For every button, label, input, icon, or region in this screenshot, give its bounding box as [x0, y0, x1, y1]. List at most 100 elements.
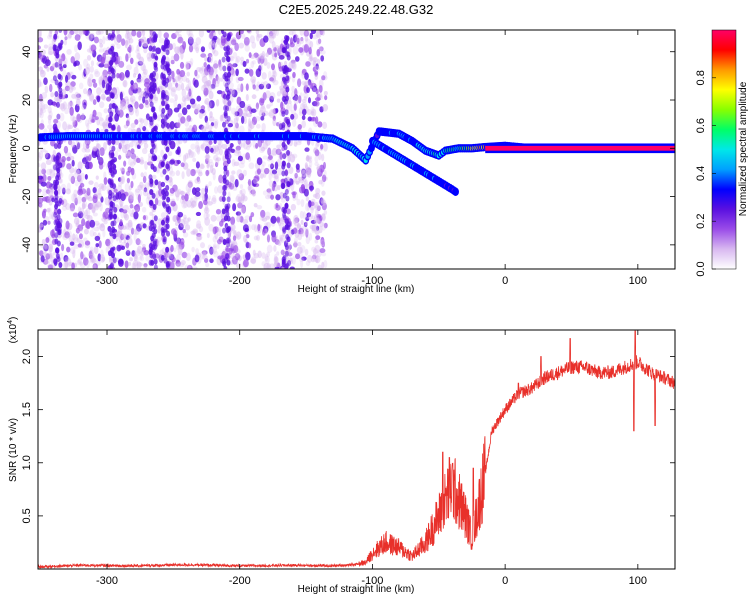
spectrogram-noise-cell [70, 155, 75, 161]
spectrogram-noise-cell [142, 188, 149, 197]
spectrogram-noise-cell [261, 252, 266, 259]
spectrogram-noise-cell [64, 231, 70, 239]
spectrogram-noise-cell [320, 197, 325, 204]
spectrogram-noise-cell [194, 108, 199, 115]
spectrogram-noise-cell [305, 172, 310, 178]
spectrogram-noise-cell [229, 174, 235, 182]
spectrogram-noise-cell [265, 83, 272, 90]
spectrogram-noise-cell [295, 180, 300, 185]
spectrogram-noise-cell [274, 161, 279, 170]
spectrogram-noise-cell [290, 113, 295, 120]
spectrogram-noise-cell [236, 169, 243, 178]
spectrogram-noise-cell [122, 80, 127, 87]
spectrogram-noise-cell [183, 217, 189, 225]
spectrogram-noise-cell [142, 223, 147, 229]
spectrogram-noise-cell [286, 162, 291, 169]
spectrogram-noise-cell [304, 162, 308, 169]
spectrogram-noise-cell [175, 83, 182, 91]
spectrogram-noise-cell [147, 153, 153, 159]
spectrogram-noise-cell [306, 171, 312, 177]
spectrogram-noise-cell [95, 30, 102, 36]
spectrogram-noise-cell [234, 42, 239, 52]
spectrogram-noise-cell [191, 151, 196, 158]
spectrogram-noise-cell [129, 203, 134, 209]
colorbar-tick-label: 0.8 [695, 70, 707, 85]
spectrogram-noise-cell [284, 250, 289, 257]
spectrogram-noise-cell [232, 186, 238, 191]
spectrogram-noise-cell [66, 163, 72, 170]
spectrogram-noise-cell [268, 180, 275, 188]
spectrogram-noise-cell [148, 259, 153, 266]
spectrogram-noise-cell [38, 123, 45, 130]
spectrogram-noise-cell [281, 170, 286, 177]
spectrogram-noise-cell [320, 143, 324, 150]
spectrogram-noise-cell [251, 188, 256, 197]
spectrogram-noise-cell [207, 52, 213, 58]
spectrogram-noise-cell [193, 195, 198, 204]
spectrogram-noise-cell [192, 230, 198, 236]
spectrogram-noise-cell [195, 248, 200, 254]
spectrogram-noise-cell [300, 199, 305, 208]
spectrogram-noise-cell [116, 33, 122, 43]
spectrogram-noise-cell [311, 225, 317, 232]
spectrogram-noise-cell [203, 71, 208, 77]
spectrogram-noise-cell [233, 110, 238, 118]
spectrogram-noise-cell [46, 168, 52, 176]
spectrogram-noise-cell [174, 31, 180, 36]
spectrogram-noise-cell [292, 191, 296, 199]
spectrogram-noise-cell [213, 50, 219, 57]
spectrogram-noise-cell [192, 157, 197, 162]
spectrogram-noise-cell [64, 74, 69, 83]
spectrogram-noise-cell [49, 168, 53, 174]
spectrogram-noise-cell [205, 79, 212, 87]
spectrogram-noise-cell [292, 71, 296, 79]
spectrogram-noise-cell [134, 250, 138, 260]
spectrogram-noise-cell [38, 45, 42, 50]
spectrogram-noise-cell [245, 251, 251, 261]
spectrogram-noise-cell [256, 168, 261, 175]
spectrogram-noise-cell [44, 152, 51, 160]
spectrogram-noise-cell [142, 40, 149, 48]
spectrogram-noise-cell [151, 88, 156, 95]
snr-frame [37, 329, 676, 570]
spectrogram-noise-cell [254, 224, 258, 233]
spectrogram-noise-cell [186, 168, 191, 177]
spectrogram-noise-cell [209, 161, 215, 168]
spectrogram-noise-cell [77, 243, 82, 248]
spectrogram-noise-cell [118, 258, 124, 267]
spectrogram-y-tick-label: 40 [21, 46, 33, 58]
spectrogram-noise-cell [118, 109, 124, 118]
snr-x-label: Height of straight line (km) [298, 584, 415, 595]
spectrogram-noise-cell [230, 90, 235, 98]
spectrogram-noise-cell [131, 262, 136, 269]
spectrogram-noise-cell [261, 72, 267, 80]
spectrogram-noise-cell [245, 93, 249, 101]
spectrogram-noise-cell [173, 247, 177, 253]
spectrogram-noise-cell [125, 222, 130, 231]
spectrogram-noise-cell [179, 218, 186, 228]
spectrogram-noise-cell [154, 179, 159, 186]
spectrogram-noise-cell [198, 226, 204, 233]
spectrogram-noise-cell [173, 214, 178, 222]
spectrogram-noise-cell [48, 240, 54, 250]
spectrogram-noise-cell [122, 233, 127, 239]
spectrogram-noise-cell [150, 163, 155, 170]
spectrogram-noise-cell [314, 192, 321, 200]
spectrogram-noise-cell [40, 148, 46, 153]
spectrogram-noise-cell [275, 204, 281, 211]
spectrogram-noise-cell [89, 219, 96, 228]
spectrogram-noise-cell [107, 34, 112, 41]
spectrogram-noise-cell [56, 214, 61, 221]
spectrogram-noise-cell [98, 117, 105, 127]
spectrogram-noise-cell [235, 195, 241, 203]
spectrogram-noise-cell [87, 202, 94, 210]
snr-y-label: SNR (10 * v/v) [8, 418, 19, 482]
spectrogram-noise-cell [209, 40, 215, 46]
spectrogram-noise-cell [295, 141, 302, 146]
spectrogram-noise-cell [141, 30, 146, 37]
spectrogram-noise-cell [135, 49, 140, 54]
spectrogram-noise-cell [47, 175, 52, 181]
spectrogram-noise-cell [314, 244, 321, 254]
spectrogram-noise-cell [237, 76, 244, 82]
